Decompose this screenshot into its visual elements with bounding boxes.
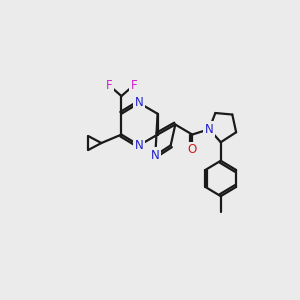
Text: F: F bbox=[130, 79, 137, 92]
Text: O: O bbox=[188, 143, 197, 157]
Text: N: N bbox=[135, 97, 143, 110]
Text: F: F bbox=[106, 79, 112, 92]
Text: N: N bbox=[151, 149, 160, 162]
Text: N: N bbox=[135, 139, 143, 152]
Text: N: N bbox=[205, 123, 214, 136]
